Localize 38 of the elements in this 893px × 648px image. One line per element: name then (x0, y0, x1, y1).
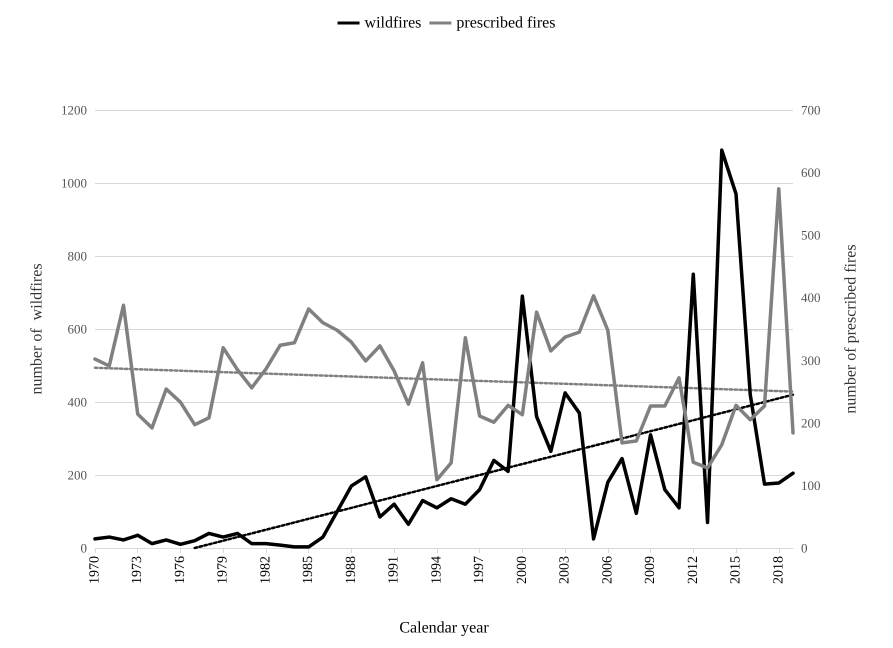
x-tick-label: 2003 (558, 556, 573, 584)
y2-tick-label: 0 (801, 540, 808, 556)
y2-tick-label: 400 (801, 290, 820, 306)
y-tick-label: 800 (68, 248, 87, 264)
y2-tick-label: 600 (801, 165, 820, 180)
y-tick-label: 200 (68, 468, 87, 482)
y-tick-label: 0 (80, 540, 87, 556)
x-tick-label: 2012 (686, 556, 701, 584)
x-tick-label: 1994 (429, 556, 444, 584)
y2-tick-label: 500 (801, 228, 820, 243)
x-tick-label: 2018 (771, 556, 786, 584)
legend-label: wildfires (364, 14, 422, 32)
y-tick-label: 1200 (61, 102, 87, 118)
x-tick-label: 1997 (472, 556, 488, 584)
x-tick-label: 2000 (514, 556, 530, 584)
y2-tick-label: 300 (801, 352, 820, 368)
x-tick-label: 1973 (130, 556, 146, 584)
x-tick-label: 1985 (301, 556, 316, 584)
x-tick-label: 1991 (386, 556, 402, 584)
x-tick-label: 1982 (258, 556, 274, 584)
y-axis-title: number of wildfires (28, 263, 46, 395)
legend-label: prescribed fires (456, 14, 556, 32)
x-tick-label: 1979 (216, 556, 231, 584)
y2-axis-title: number of prescribed fires (842, 244, 860, 414)
x-tick-label: 2015 (728, 556, 744, 584)
x-tick-label: 1976 (172, 556, 188, 584)
x-tick-label: 1970 (88, 556, 102, 584)
y2-tick-label: 100 (801, 478, 820, 493)
y2-tick-label: 700 (801, 102, 820, 118)
y-tick-label: 400 (68, 394, 87, 410)
x-tick-label: 1988 (344, 556, 359, 584)
y-tick-label: 600 (68, 322, 87, 336)
x-tick-label: 2009 (643, 556, 658, 584)
line-series (93, 187, 795, 482)
x-tick-label: 2006 (600, 556, 616, 584)
y-tick-label: 1000 (61, 176, 87, 190)
x-axis-title: Calendar year (399, 620, 490, 636)
y2-tick-label: 200 (801, 415, 820, 430)
